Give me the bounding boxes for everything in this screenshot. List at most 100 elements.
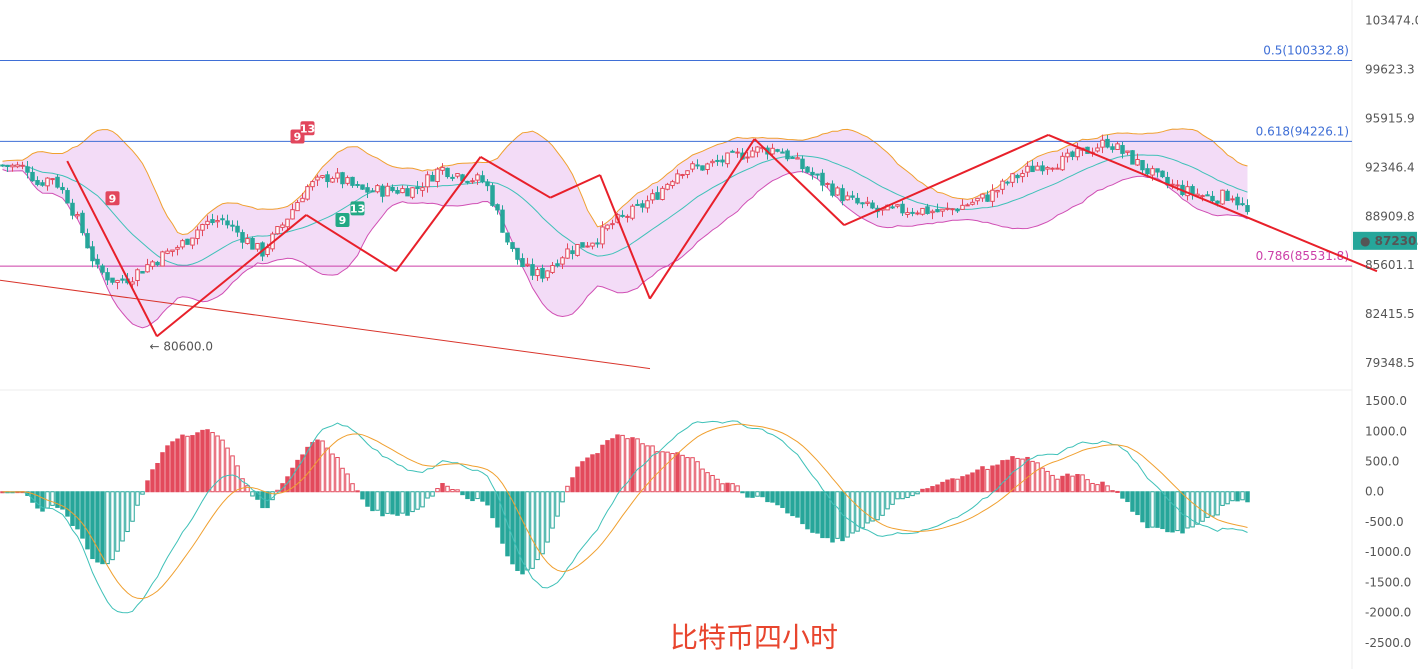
macd-histogram-bar [105, 491, 110, 565]
candle-body [275, 226, 280, 235]
candle-body [535, 269, 540, 277]
macd-histogram-bar [1245, 491, 1250, 503]
candle-body [255, 242, 260, 250]
macd-histogram-bar [620, 434, 625, 493]
macd-histogram-bar [315, 439, 320, 493]
candle-body [1120, 145, 1125, 154]
macd-histogram-bar [395, 491, 400, 516]
bollinger-lower-line [2, 169, 1248, 329]
macd-histogram-bar [640, 443, 645, 493]
macd-histogram-bar [50, 491, 55, 506]
signal-badge [335, 213, 350, 228]
macd-histogram-bar [1190, 491, 1195, 528]
candle-body [735, 151, 740, 154]
candle-body [980, 193, 985, 199]
candle-body [1210, 195, 1215, 202]
macd-histogram-bar [245, 485, 250, 493]
candle-body [100, 265, 105, 273]
macd-histogram-bar [285, 476, 290, 493]
candle-body [115, 279, 120, 283]
macd-histogram-bar [665, 451, 670, 493]
candle-body [1000, 180, 1005, 190]
macd-histogram-bar [320, 440, 325, 493]
candle-body [590, 242, 595, 247]
candle-body [545, 270, 550, 279]
candle-body [730, 150, 735, 153]
macd-histogram-bar [830, 491, 835, 543]
macd-histogram-bar [145, 480, 150, 493]
macd-histogram-bar [1230, 491, 1235, 502]
candle-body [205, 220, 210, 226]
candle-body [805, 166, 810, 173]
price-axis-tick: 95915.9 [1365, 111, 1415, 125]
macd-histogram-bar [420, 491, 425, 508]
candle-body [250, 237, 255, 250]
macd-histogram-bar [135, 491, 140, 506]
candle-body [330, 178, 335, 183]
macd-histogram-bar [965, 474, 970, 493]
macd-histogram-bar [80, 491, 85, 539]
candle-body [680, 174, 685, 177]
candle-body [365, 187, 370, 193]
candle-body [245, 238, 250, 244]
macd-histogram-bar [925, 488, 930, 493]
macd-histogram-bar [1085, 479, 1090, 493]
candle-body [965, 204, 970, 207]
candle-body [395, 189, 400, 194]
macd-histogram-bar [530, 491, 535, 569]
candle-body [25, 166, 30, 173]
candle-body [40, 182, 45, 186]
candle-body [770, 147, 775, 155]
candle-body [180, 240, 185, 248]
macd-histogram-bar [800, 491, 805, 525]
candle-body [225, 220, 230, 226]
candle-body [565, 248, 570, 259]
macd-histogram-bar [860, 491, 865, 529]
macd-histogram-bar [555, 491, 560, 517]
candle-body [150, 261, 155, 267]
macd-histogram-bar [1110, 490, 1115, 493]
macd-histogram-bar [820, 491, 825, 539]
macd-histogram-bar [350, 483, 355, 493]
candle-body [135, 269, 140, 281]
signal-badge [300, 121, 315, 136]
candle-body [585, 245, 590, 248]
candle-body [1215, 200, 1220, 204]
candle-body [690, 163, 695, 170]
candle-body [400, 188, 405, 194]
candle-body [1140, 160, 1145, 171]
macd-histogram-bar [735, 485, 740, 493]
macd-histogram-bar [950, 478, 955, 493]
price-axis-tick: 99623.3 [1365, 63, 1415, 77]
macd-histogram-bar [740, 491, 745, 494]
macd-histogram-bar [890, 491, 895, 505]
candle-body [165, 250, 170, 254]
macd-histogram-bar [1125, 491, 1130, 503]
candle-body [1055, 167, 1060, 170]
macd-histogram-bar [125, 491, 130, 533]
macd-histogram-bar [1055, 478, 1060, 493]
candle-body [960, 204, 965, 210]
candle-body [1040, 165, 1045, 172]
macd-histogram-bar [980, 466, 985, 493]
macd-histogram-bar [1035, 462, 1040, 493]
macd-histogram-bar [340, 467, 345, 493]
candle-body [710, 160, 715, 164]
candle-body [20, 164, 25, 167]
macd-histogram-bar [360, 491, 365, 500]
macd-histogram-bar [720, 483, 725, 493]
candle-body [200, 224, 205, 231]
candle-body [830, 183, 835, 196]
candle-body [705, 163, 710, 170]
macd-histogram-bar [415, 491, 420, 510]
macd-histogram-bar [570, 477, 575, 493]
macd-histogram-bar [1170, 491, 1175, 533]
macd-histogram-bar [785, 491, 790, 514]
macd-histogram-bar [450, 489, 455, 493]
macd-axis-tick: 1000.0 [1365, 424, 1407, 438]
candle-body [785, 150, 790, 160]
candle-body [850, 195, 855, 198]
macd-histogram-bar [630, 437, 635, 493]
macd-histogram-bar [280, 483, 285, 493]
candle-body [550, 265, 555, 273]
